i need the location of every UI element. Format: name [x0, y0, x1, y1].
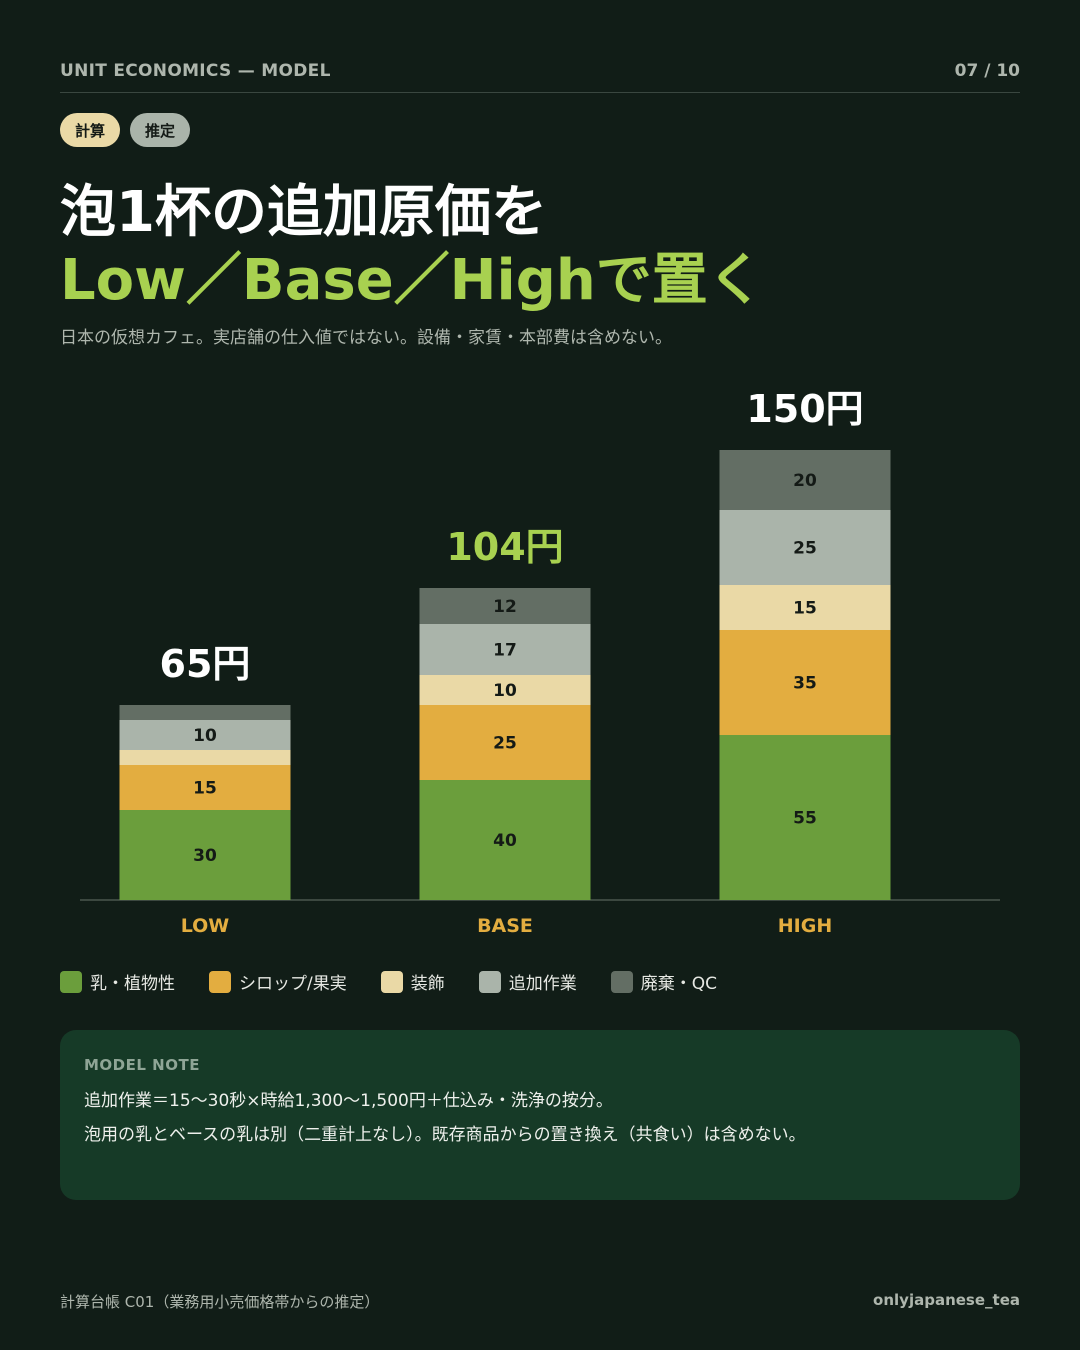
category-label: HIGH [778, 915, 832, 937]
bar-total-label: 65円 [160, 642, 251, 686]
legend-item: 乳・植物性 [60, 969, 175, 994]
legend-swatch [610, 970, 633, 993]
note-title: MODEL NOTE [84, 1056, 200, 1074]
tag-estimate: 推定 [130, 113, 191, 147]
segment-value-label: 12 [493, 597, 517, 617]
segment-value-label: 25 [793, 539, 817, 559]
category-label: LOW [181, 915, 230, 937]
title-line-2: Low／Base／Highで置く [60, 248, 764, 313]
segment-value-label: 40 [493, 831, 517, 851]
segment-value-label: 35 [793, 674, 817, 694]
bar-segment-low-3 [119, 720, 291, 750]
legend-swatch [478, 970, 501, 993]
segment-value-label: 55 [793, 809, 817, 829]
legend-item: 追加作業 [478, 969, 577, 994]
segment-value-label: 17 [493, 641, 517, 661]
chart-legend: 乳・植物性 シロップ/果実 装飾 追加作業 廃棄・QC [60, 969, 717, 994]
segment-value-label: 30 [193, 846, 217, 866]
subtitle: 日本の仮想カフェ。実店舗の仕入値ではない。設備・家賃・本部費は含めない。 [60, 328, 672, 348]
legend-label: 装飾 [410, 974, 445, 994]
legend-label: 追加作業 [508, 974, 577, 994]
bar-segment-base-4 [419, 588, 591, 624]
header-title: UNIT ECONOMICS — MODEL [60, 61, 331, 81]
bar-segment-high-3 [719, 510, 891, 585]
bar-segment-low-2 [119, 750, 291, 765]
note-line-2: 泡用の乳とベースの乳は別（二重計上なし）。既存商品からの置き換え（共食い）は含め… [84, 1125, 806, 1145]
bar-segment-high-2 [719, 585, 891, 630]
bar-segment-high-0 [719, 735, 891, 900]
legend-label: 乳・植物性 [90, 974, 175, 994]
legend-item: 廃棄・QC [610, 969, 717, 994]
segment-value-label: 20 [793, 471, 817, 491]
segment-value-label: 15 [793, 599, 817, 619]
footer-source: 計算台帳 C01（業務用小売価格帯からの推定） [60, 1293, 380, 1311]
segment-value-label: 15 [193, 779, 217, 799]
tag-calculation: 計算 [60, 113, 121, 147]
bar-segment-low-4 [119, 705, 291, 720]
legend-label: シロップ/果実 [239, 974, 347, 994]
segment-value-label: 10 [193, 726, 217, 746]
legend-label: 廃棄・QC [640, 974, 717, 994]
bar-segment-base-3 [419, 624, 591, 675]
bar-segment-base-0 [419, 780, 591, 900]
page-number: 07 / 10 [954, 61, 1020, 81]
legend-swatch [60, 970, 82, 993]
tag-list: 計算 推定 [60, 113, 191, 147]
bar-total-label: 150円 [746, 387, 863, 431]
legend-item: 装飾 [380, 969, 445, 994]
footer-handle: onlyjapanese_tea [873, 1291, 1020, 1309]
bar-segment-base-1 [419, 705, 591, 780]
bar-total-label: 104円 [446, 525, 563, 569]
stacked-bar-chart: 30 15 10 65円 LOW 40 25 10 17 12 104円 BASE 55 35 15 25 20… [80, 387, 1000, 937]
bar-segment-base-2 [419, 675, 591, 705]
note-line-1: 追加作業＝15〜30秒×時給1,300〜1,500円＋仕込み・洗浄の按分。 [84, 1091, 613, 1111]
segment-value-label: 25 [493, 734, 517, 754]
legend-item: シロップ/果実 [209, 969, 347, 994]
model-note-card: MODEL NOTE 追加作業＝15〜30秒×時給1,300〜1,500円＋仕込… [60, 1030, 1020, 1200]
legend-swatch [209, 970, 231, 993]
title-line-1: 泡1杯の追加原価を [60, 180, 547, 245]
segment-value-label: 10 [493, 681, 517, 701]
header-divider [60, 92, 1020, 93]
legend-swatch [380, 970, 403, 993]
bar-segment-low-0 [119, 810, 291, 900]
category-label: BASE [477, 915, 533, 937]
bar-segment-high-1 [719, 630, 891, 735]
bar-segment-high-4 [719, 450, 891, 510]
bar-segment-low-1 [119, 765, 291, 810]
